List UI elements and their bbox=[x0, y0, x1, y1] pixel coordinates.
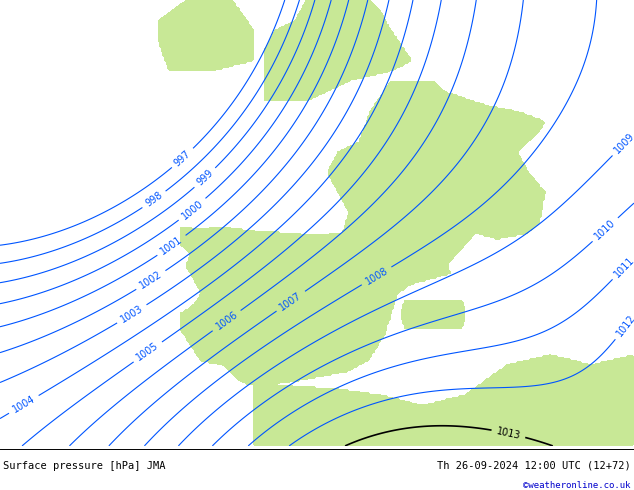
Text: 1009: 1009 bbox=[612, 131, 634, 155]
Text: 1004: 1004 bbox=[11, 394, 37, 415]
Text: 1006: 1006 bbox=[214, 309, 240, 332]
Text: 1007: 1007 bbox=[278, 290, 304, 312]
Text: 1003: 1003 bbox=[119, 303, 145, 325]
Text: 1001: 1001 bbox=[158, 234, 184, 257]
Text: 1010: 1010 bbox=[593, 218, 618, 242]
Text: 997: 997 bbox=[172, 148, 193, 168]
Text: 1013: 1013 bbox=[495, 426, 522, 441]
Text: Th 26-09-2024 12:00 UTC (12+72): Th 26-09-2024 12:00 UTC (12+72) bbox=[437, 461, 631, 471]
Text: 1008: 1008 bbox=[363, 265, 390, 287]
Text: Surface pressure [hPa] JMA: Surface pressure [hPa] JMA bbox=[3, 461, 165, 471]
Text: 999: 999 bbox=[195, 168, 215, 188]
Text: 1012: 1012 bbox=[614, 313, 634, 339]
Text: 998: 998 bbox=[144, 190, 164, 209]
Text: ©weatheronline.co.uk: ©weatheronline.co.uk bbox=[523, 481, 631, 490]
Text: 1011: 1011 bbox=[612, 255, 634, 279]
Text: 1005: 1005 bbox=[135, 341, 161, 363]
Text: 1002: 1002 bbox=[138, 270, 164, 291]
Text: 1000: 1000 bbox=[179, 198, 205, 221]
